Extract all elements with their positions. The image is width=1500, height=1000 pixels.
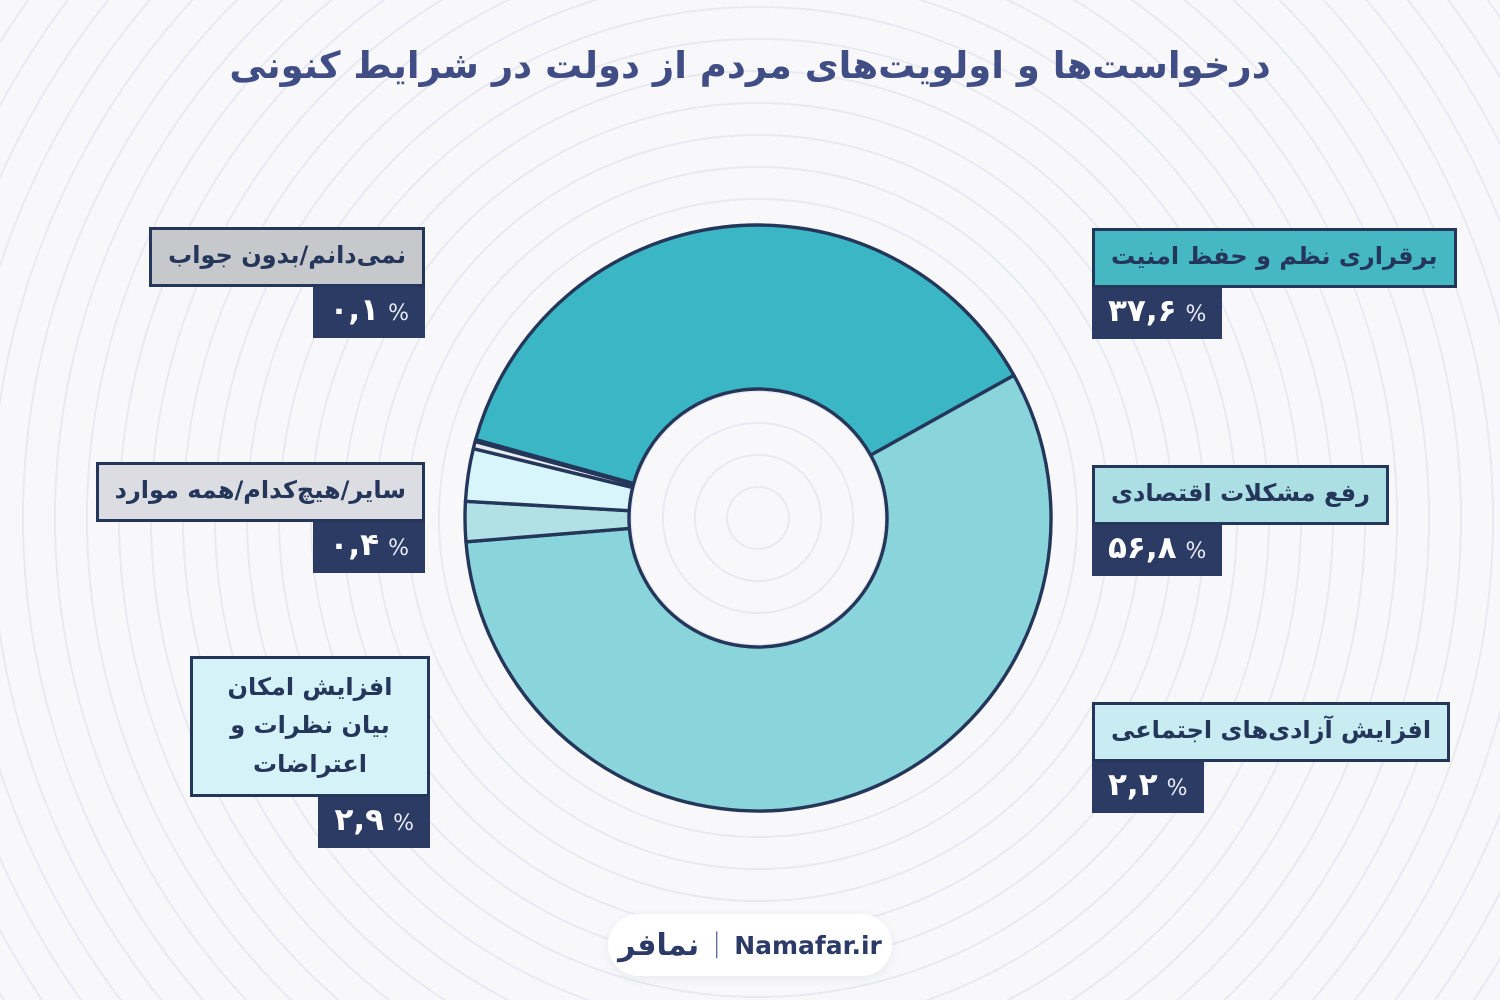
- callout-value-expression: ۲,۹ %: [318, 797, 430, 849]
- callout-label-other: سایر/هیچ‌کدام/همه موارد: [95, 462, 425, 522]
- donut-slice: [473, 438, 636, 487]
- callout-other: سایر/هیچ‌کدام/همه موارد ۰,۴ %: [95, 462, 425, 573]
- donut-slice: [473, 223, 1016, 486]
- brand-logo: نمافر: [618, 927, 700, 963]
- percent-value: ۰,۱: [329, 291, 380, 328]
- callout-value-no-answer: ۰,۱ %: [313, 286, 425, 338]
- percent-value: ۳۷,۶: [1108, 292, 1177, 329]
- callout-security: برقراری نظم و حفظ امنیت ۳۷,۶ %: [1092, 228, 1457, 339]
- percent-value: ۰,۴: [329, 526, 380, 563]
- percent-value: ۲,۹: [334, 802, 385, 839]
- percent-sign: %: [388, 300, 409, 326]
- callout-label-security: برقراری نظم و حفظ امنیت: [1092, 228, 1457, 288]
- callout-label-economy: رفع مشکلات اقتصادی: [1092, 465, 1389, 525]
- callout-value-economy: ۵۶,۸ %: [1092, 524, 1223, 576]
- callout-no-answer: نمی‌دانم/بدون جواب ۰,۱ %: [149, 227, 425, 338]
- callout-value-social-freedoms: ۲,۲ %: [1092, 761, 1204, 813]
- percent-sign: %: [393, 811, 414, 837]
- callout-label-expression: افزایش امکان بیان نظرات و اعتراضات: [190, 656, 430, 798]
- callout-economy: رفع مشکلات اقتصادی ۵۶,۸ %: [1092, 465, 1389, 576]
- callout-label-social-freedoms: افزایش آزادی‌های اجتماعی: [1092, 702, 1451, 762]
- callout-value-other: ۰,۴ %: [313, 521, 425, 573]
- brand-site-url: Namafar.ir: [734, 930, 882, 960]
- percent-sign: %: [1166, 775, 1188, 801]
- percent-sign: %: [388, 535, 409, 561]
- callout-value-security: ۳۷,۶ %: [1092, 287, 1223, 339]
- percent-value: ۲,۲: [1108, 766, 1158, 803]
- page-title: درخواست‌ها و اولویت‌های مردم از دولت در …: [229, 44, 1271, 87]
- callout-label-no-answer: نمی‌دانم/بدون جواب: [149, 227, 425, 287]
- footer-brand-pill: نمافر | Namafar.ir: [608, 914, 892, 976]
- percent-sign: %: [1185, 538, 1207, 564]
- percent-value: ۵۶,۸: [1108, 529, 1177, 566]
- donut-slice: [464, 373, 1053, 813]
- percent-sign: %: [1185, 301, 1207, 327]
- callout-expression: افزایش امکان بیان نظرات و اعتراضات ۲,۹ %: [190, 656, 430, 849]
- brand-separator: |: [712, 927, 722, 959]
- callout-social-freedoms: افزایش آزادی‌های اجتماعی ۲,۲ %: [1092, 702, 1451, 813]
